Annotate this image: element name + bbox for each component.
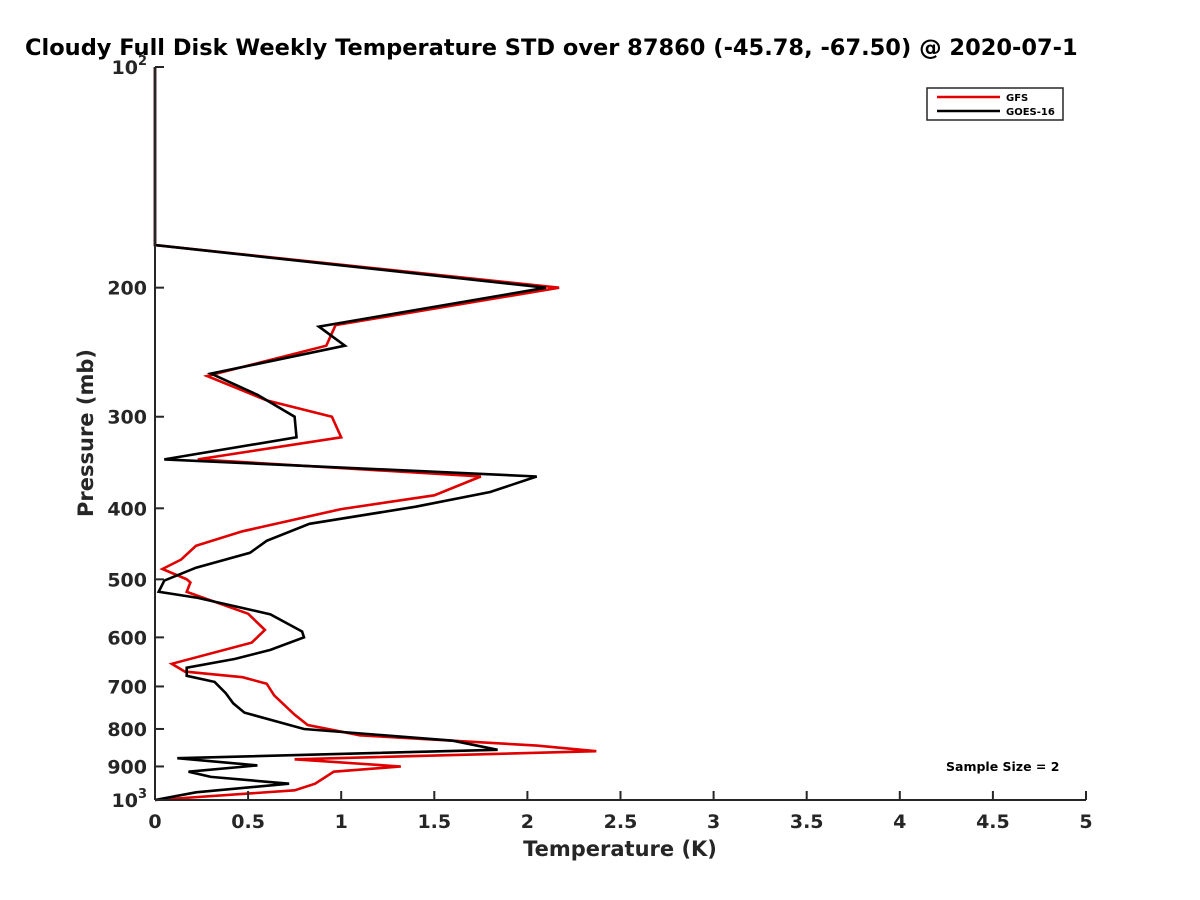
- x-tick-label: 3: [707, 811, 720, 833]
- x-axis-label: Temperature (K): [523, 837, 717, 861]
- series-line-gfs: [153, 67, 597, 802]
- legend-label-gfs: GFS: [1006, 93, 1028, 104]
- y-tick-label: 200: [107, 278, 147, 300]
- legend-box: [926, 87, 1064, 121]
- x-ticks: 0 0.5 1 1.5 2 2.5 3 3.5 4 4.5 5: [148, 791, 1093, 833]
- x-tick-label: 5: [1079, 811, 1092, 833]
- y-tick-label: 400: [107, 498, 147, 520]
- plot-lines: [153, 67, 597, 802]
- x-tick-label: 3.5: [790, 811, 824, 833]
- x-tick-label: 1: [335, 811, 348, 833]
- series-line-goes-16: [153, 67, 547, 802]
- y-tick-label: 103: [112, 787, 148, 812]
- y-tick-label: 600: [107, 627, 147, 649]
- legend: GFS GOES-16: [926, 87, 1064, 121]
- x-tick-label: 0: [148, 811, 161, 833]
- legend-label-goes-16: GOES-16: [1006, 107, 1055, 118]
- y-tick-label: 300: [107, 407, 147, 429]
- y-tick-label: 700: [107, 676, 147, 698]
- sample-size-annotation: Sample Size = 2: [946, 759, 1059, 774]
- y-tick-label: 102: [112, 54, 148, 79]
- x-tick-label: 1.5: [417, 811, 451, 833]
- y-tick-label: 500: [107, 569, 147, 591]
- axes: [154, 67, 1086, 801]
- x-tick-label: 2: [521, 811, 534, 833]
- chart-title: Cloudy Full Disk Weekly Temperature STD …: [25, 35, 1078, 61]
- y-ticks: 102 200 300 400 500 600 700 800 900 103: [107, 54, 164, 812]
- x-tick-label: 4: [893, 811, 906, 833]
- x-tick-label: 0.5: [231, 811, 265, 833]
- x-tick-label: 4.5: [976, 811, 1010, 833]
- y-tick-label: 900: [107, 756, 147, 778]
- x-tick-label: 2.5: [604, 811, 638, 833]
- y-tick-label: 800: [107, 719, 147, 741]
- y-axis-label: Pressure (mb): [74, 349, 98, 517]
